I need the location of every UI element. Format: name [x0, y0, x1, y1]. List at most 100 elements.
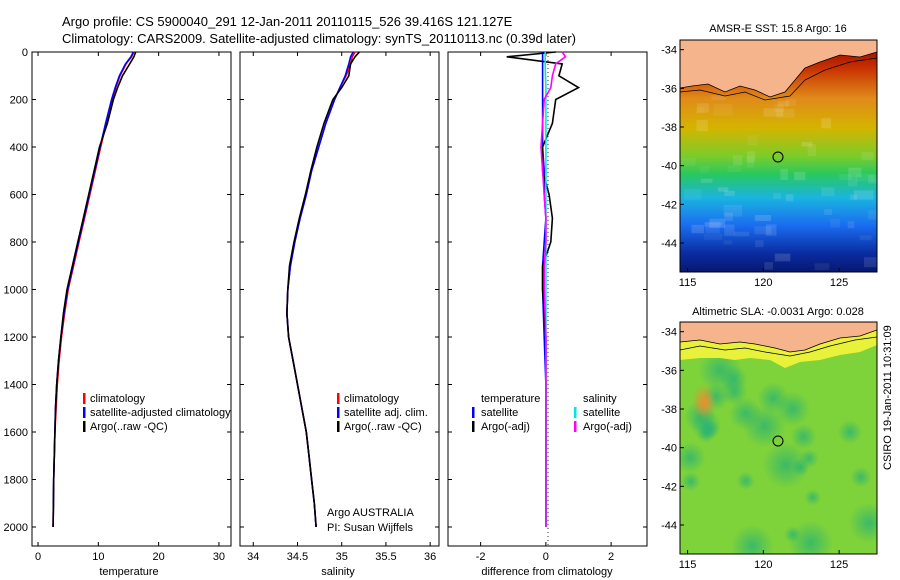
temperature-series — [52, 51, 137, 528]
map-y-tick-label: -38 — [661, 404, 677, 416]
sst-texture-cell — [847, 221, 855, 229]
map-y-tick-label: -36 — [661, 365, 677, 377]
sst-texture-cell — [773, 104, 784, 112]
sla-map-title: Altimetric SLA: -0.0031 Argo: 0.028 — [692, 306, 864, 318]
sst-texture-cell — [747, 151, 756, 163]
sst-texture-cell — [733, 155, 743, 166]
figure-title-line1: Argo profile: CS 5900040_291 12-Jan-2011… — [62, 14, 513, 29]
map-y-tick-label: -38 — [661, 122, 677, 134]
sst-texture-cell — [699, 165, 709, 173]
sst-texture-cell — [695, 107, 705, 114]
argo-info-line2: PI: Susan Wijffels — [327, 522, 413, 534]
y-tick-label: 800 — [10, 237, 28, 249]
x-tick-label: 34 — [247, 551, 259, 563]
sst-texture — [681, 95, 877, 270]
sst-texture-cell — [724, 212, 733, 222]
australia-coast — [680, 322, 877, 353]
sst-texture-cell — [821, 118, 831, 129]
map-y-tick-label: -40 — [661, 161, 677, 173]
temperature-axes-frame — [31, 51, 232, 547]
map-x-tick-label: 115 — [679, 277, 697, 289]
sst-texture-cell — [776, 108, 795, 118]
y-tick-label: 400 — [10, 142, 28, 154]
y-tick-label: 1800 — [4, 475, 28, 487]
legend-label-climatology: climatology — [344, 393, 400, 405]
map-y-tick-label: -36 — [661, 83, 677, 95]
x-tick-label: 20 — [153, 551, 165, 563]
legend-label-satellite: satellite-adjusted climatology — [90, 407, 231, 419]
legend-swatch-satellite — [83, 407, 86, 418]
series-line-argo — [52, 51, 137, 528]
temperature-x-ticks: 0 10 20 30 — [35, 52, 225, 563]
sst-texture-cell — [724, 224, 735, 236]
sst-texture-cell — [807, 144, 817, 156]
legend-label-temp-argo: Argo(-adj) — [481, 421, 530, 433]
sla-texture-cell — [700, 419, 720, 439]
sst-texture-cell — [718, 187, 729, 192]
salinity-y-ticks — [240, 51, 439, 528]
legend-swatch-sal-satellite — [574, 407, 577, 418]
map-y-tick-label: -44 — [661, 238, 677, 250]
legend-swatch-climatology — [83, 393, 86, 404]
difference-panel: -2 0 2 temperature salinity satellite Argo… — [447, 51, 648, 578]
y-tick-label: 0 — [22, 47, 28, 59]
sst-texture-cell — [724, 190, 735, 196]
salinity-x-label: salinity — [321, 566, 355, 578]
salinity-axes-frame — [239, 51, 440, 547]
sst-texture-cell — [785, 194, 794, 202]
sst-texture-cell — [703, 233, 723, 240]
isobath-contour — [680, 336, 877, 357]
sst-texture-cell — [864, 257, 877, 268]
difference-legend: temperature salinity satellite Argo(-adj… — [472, 393, 632, 433]
sst-texture-cell — [713, 103, 733, 116]
sst-texture-cell — [696, 119, 708, 132]
map-x-tick-label: 125 — [830, 559, 848, 571]
sst-texture-cell — [765, 224, 777, 236]
sla-high-anomaly — [692, 384, 716, 420]
sst-texture-cell — [704, 222, 723, 227]
difference-x-label: difference from climatology — [481, 566, 613, 578]
sla-texture-cell — [731, 524, 774, 554]
sla-texture-cell — [775, 391, 810, 427]
x-tick-label: 0 — [543, 551, 549, 563]
x-tick-label: 34.5 — [287, 551, 308, 563]
salinity-panel: 34 34.5 35 35.5 36 climatology satellite adj… — [239, 51, 440, 578]
sst-map-x-ticks: 115 120 125 — [679, 268, 848, 289]
sst-texture-cell — [830, 218, 840, 228]
sla-texture-cell — [681, 471, 701, 492]
legend-header-salinity: salinity — [583, 393, 617, 405]
series-line-salinity-argo-adj- — [540, 51, 567, 527]
legend-label-sal-satellite: satellite — [583, 407, 620, 419]
salinity-legend: climatology satellite adj. clim. Argo(..… — [337, 393, 428, 433]
sst-texture-cell — [747, 135, 758, 146]
sst-texture-cell — [754, 226, 772, 235]
difference-y-ticks — [448, 51, 647, 528]
sla-texture-cell — [680, 442, 706, 473]
legend-label-argo: Argo(..raw -QC) — [90, 421, 168, 433]
sst-texture-cell — [700, 178, 713, 183]
sst-texture-cell — [853, 190, 874, 200]
sst-texture-cell — [868, 210, 877, 220]
sst-map-frame — [679, 39, 878, 273]
sst-texture-cell — [774, 253, 791, 262]
sst-texture-cell — [848, 167, 862, 178]
sst-texture-cell — [763, 108, 784, 117]
sst-texture-cell — [848, 177, 858, 187]
sla-texture-cell — [736, 471, 755, 490]
legend-swatch-sal-argo — [574, 421, 577, 432]
temperature-x-label: temperature — [99, 566, 158, 578]
sst-texture-cell — [746, 156, 754, 168]
sla-map-frame — [679, 321, 878, 555]
series-line-argo — [286, 51, 360, 528]
x-tick-label: 35.5 — [375, 551, 396, 563]
sla-texture-cell — [784, 526, 801, 543]
sst-map-title: AMSR-E SST: 15.8 Argo: 16 — [709, 23, 847, 35]
sst-texture-cell — [861, 151, 874, 160]
x-tick-label: 10 — [92, 551, 104, 563]
legend-label-climatology: climatology — [90, 393, 146, 405]
sst-texture-cell — [697, 103, 709, 113]
sla-texture-cell — [790, 423, 817, 450]
sst-texture-cell — [773, 193, 781, 200]
map-y-tick-label: -34 — [661, 327, 677, 339]
